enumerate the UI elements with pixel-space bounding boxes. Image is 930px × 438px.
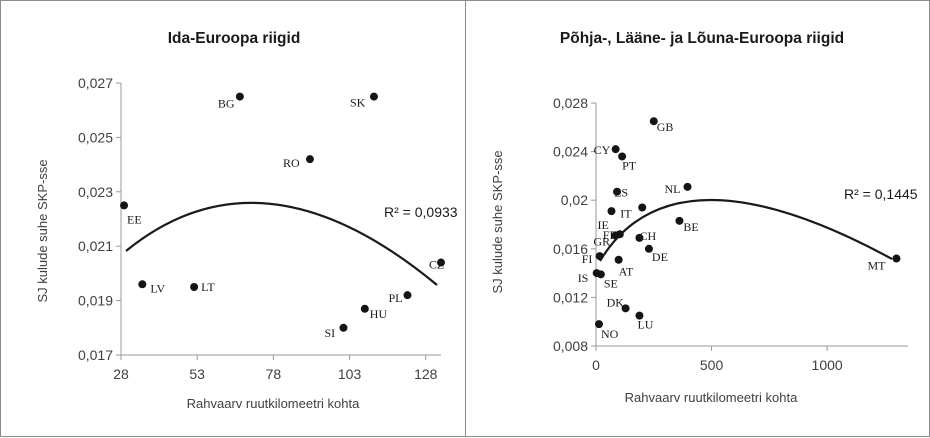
data-point-lu: [635, 311, 644, 320]
scatter-chart-east: Ida-Euroopa riigid Rahvaarv ruutkilomeet…: [35, 30, 458, 411]
data-point-no: [595, 320, 604, 329]
data-point-se: [596, 270, 605, 279]
data-point-de: [644, 244, 653, 253]
y-axis-label: SJ kulude suhe SKP-sse: [35, 159, 50, 302]
data-point-ie: [607, 207, 616, 216]
x-tick-label: 103: [338, 366, 362, 382]
x-tick-label: 53: [189, 366, 205, 382]
y-tick-label: 0,017: [78, 347, 113, 363]
data-point-ee: [120, 201, 129, 210]
point-label: SK: [350, 96, 366, 110]
x-tick-label: 1000: [812, 357, 843, 373]
y-tick-label: 0,021: [78, 238, 113, 254]
data-point-cy: [611, 145, 620, 154]
point-label: GR: [593, 234, 610, 248]
point-label: IS: [578, 271, 589, 285]
point-label: CZ: [429, 258, 444, 272]
y-tick-label: 0,028: [553, 95, 588, 111]
x-tick-label: 128: [414, 366, 438, 382]
y-tick-label: 0,02: [561, 192, 588, 208]
chart-title: Põhja-, Lääne- ja Lõuna-Euroopa riigid: [560, 30, 844, 47]
point-label: HU: [370, 307, 388, 321]
r-squared-label: R² = 0,0933: [384, 204, 458, 220]
point-label: EE: [127, 212, 142, 226]
data-point-es: [613, 187, 622, 196]
point-label: LT: [201, 280, 215, 294]
point-label: IT: [620, 206, 632, 220]
data-point-gb: [649, 117, 658, 126]
x-tick-label: 0: [592, 357, 600, 373]
data-point-at: [614, 255, 623, 264]
y-tick-label: 0,016: [553, 241, 588, 257]
point-label: PL: [388, 291, 402, 305]
data-point-be: [675, 216, 684, 225]
y-tick-label: 0,023: [78, 184, 113, 200]
tick-group: 0,008 0,012 0,016 0,02 0,024 0,028 0 500 1000: [553, 95, 843, 373]
point-label: BE: [683, 220, 698, 234]
point-label: GB: [657, 120, 674, 134]
r-squared-label: R² = 0,1445: [844, 186, 918, 202]
x-axis-label: Rahvaarv ruutkilomeetri kohta: [625, 390, 798, 405]
chart-title: Ida-Euroopa riigid: [168, 30, 301, 47]
trendline: [125, 201, 438, 286]
data-point-it: [638, 203, 647, 212]
data-point-mt: [892, 254, 901, 263]
point-label: LU: [637, 318, 653, 332]
point-label: RO: [283, 156, 300, 170]
y-tick-label: 0,008: [553, 338, 588, 354]
point-label: AT: [619, 265, 634, 279]
y-tick-label: 0,025: [78, 129, 113, 145]
data-point-ro: [305, 155, 314, 164]
data-point-pl: [403, 291, 412, 300]
y-tick-label: 0,019: [78, 293, 113, 309]
point-label: DK: [607, 295, 625, 309]
chart-panel-east: Ida-Euroopa riigid Rahvaarv ruutkilomeet…: [0, 0, 466, 437]
point-label: LV: [150, 281, 165, 295]
point-label: DE: [652, 250, 668, 264]
point-label: NL: [665, 182, 681, 196]
point-label: CY: [594, 143, 611, 157]
data-point-nl: [683, 182, 692, 191]
x-tick-label: 28: [113, 366, 129, 382]
point-label: SE: [604, 276, 618, 290]
point-label: SI: [324, 326, 335, 340]
data-point-si: [339, 323, 348, 332]
scatter-chart-west: Põhja-, Lääne- ja Lõuna-Euroopa riigid R…: [490, 30, 918, 405]
data-point-cz: [437, 258, 445, 267]
x-axis-label: Rahvaarv ruutkilomeetri kohta: [187, 396, 360, 411]
point-label: CH: [639, 229, 656, 243]
data-point-fi: [595, 252, 604, 261]
data-point-pt: [618, 152, 627, 161]
y-tick-label: 0,024: [553, 144, 588, 160]
data-point-gr: [611, 231, 620, 240]
data-point-bg: [235, 92, 244, 101]
data-point-lt: [190, 283, 199, 291]
y-tick-label: 0,012: [553, 289, 588, 305]
x-tick-label: 500: [700, 357, 724, 373]
y-axis-label: SJ kulude suhe SKP-sse: [490, 150, 505, 293]
point-label: NO: [601, 327, 619, 341]
point-label: FI: [582, 252, 593, 266]
chart-panel-west: Põhja-, Lääne- ja Lõuna-Euroopa riigid R…: [466, 0, 930, 437]
data-point-ch: [635, 233, 644, 242]
y-tick-label: 0,027: [78, 75, 113, 91]
point-label: ES: [614, 186, 628, 200]
point-label: IE: [597, 218, 608, 232]
point-label: MT: [867, 259, 886, 273]
data-point-lv: [138, 280, 147, 289]
data-point-dk: [621, 304, 630, 313]
tick-group: 0,017 0,019 0,021 0,023 0,025 0,027 28 53 78 103 1…: [78, 75, 438, 382]
x-tick-label: 78: [266, 366, 282, 382]
data-point-hu: [360, 304, 369, 313]
data-point-sk: [369, 92, 378, 101]
point-label: PT: [622, 158, 637, 172]
point-label: BG: [218, 97, 235, 111]
